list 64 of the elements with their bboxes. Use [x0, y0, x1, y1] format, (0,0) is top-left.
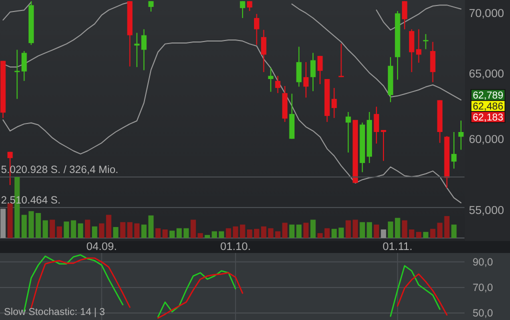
candlestick: [141, 28, 147, 71]
candlestick: [402, 0, 408, 30]
text: 62,486: [472, 102, 504, 112]
y-tick-label: 65,000: [468, 68, 504, 80]
candlestick: [451, 132, 457, 170]
bar: [162, 229, 168, 238]
candlestick: [134, 32, 140, 68]
x-tick-label: 01.10.: [220, 241, 251, 253]
y-tick-label: 70,0: [472, 282, 494, 294]
bar: [0, 208, 6, 238]
x-tick-label: 04.09.: [86, 241, 117, 253]
bar: [388, 222, 394, 238]
bar: [155, 228, 161, 238]
y-tick-label: 55,000: [468, 204, 504, 217]
bar: [423, 232, 428, 238]
bar: [451, 224, 457, 238]
candlestick: [246, 0, 252, 12]
bar: [303, 222, 309, 238]
candlestick: [296, 46, 302, 88]
bar: [70, 220, 76, 238]
bar: [92, 226, 98, 238]
bar: [317, 233, 323, 238]
candlestick: [240, 0, 246, 19]
bar: [64, 222, 70, 238]
candlestick: [430, 41, 436, 83]
bar: [148, 215, 154, 238]
bar: [394, 218, 400, 238]
line-series: [2, 39, 462, 204]
candlestick: [380, 129, 386, 162]
bar: [232, 226, 238, 238]
x-tick-label: 01.11.: [382, 241, 412, 253]
y-tick-label: 70,000: [468, 8, 504, 20]
bar: [78, 223, 84, 238]
candlestick: [268, 67, 274, 92]
text: 62,789: [472, 90, 504, 102]
candlestick: [303, 62, 309, 98]
bar: [240, 224, 246, 238]
candlestick: [261, 29, 266, 73]
y-tick-label: 50,0: [472, 308, 494, 320]
bar: [296, 224, 302, 238]
candlestick: [423, 34, 428, 50]
bar: [310, 220, 316, 238]
bar: [84, 220, 90, 238]
bar: [380, 229, 386, 238]
bar: [218, 231, 224, 238]
candlestick: [458, 120, 464, 150]
candlestick: [317, 55, 323, 85]
candlestick: [254, 13, 260, 46]
bar: [289, 224, 295, 238]
bar: [324, 228, 330, 238]
candlestick: [148, 0, 154, 12]
candlestick: [346, 111, 351, 154]
text: 62,183: [472, 112, 504, 124]
y-tick-label: 60,000: [468, 134, 504, 146]
y-tick-label: 90,0: [472, 256, 494, 269]
bar: [374, 224, 380, 238]
bar: [226, 228, 232, 238]
candlestick: [310, 52, 316, 92]
text: Slow Stochastic: 14 | 3: [4, 307, 106, 318]
bar: [7, 203, 13, 238]
candlestick: [275, 75, 280, 94]
bar: [113, 227, 118, 238]
bar: [141, 224, 147, 238]
candlestick: [374, 106, 380, 144]
